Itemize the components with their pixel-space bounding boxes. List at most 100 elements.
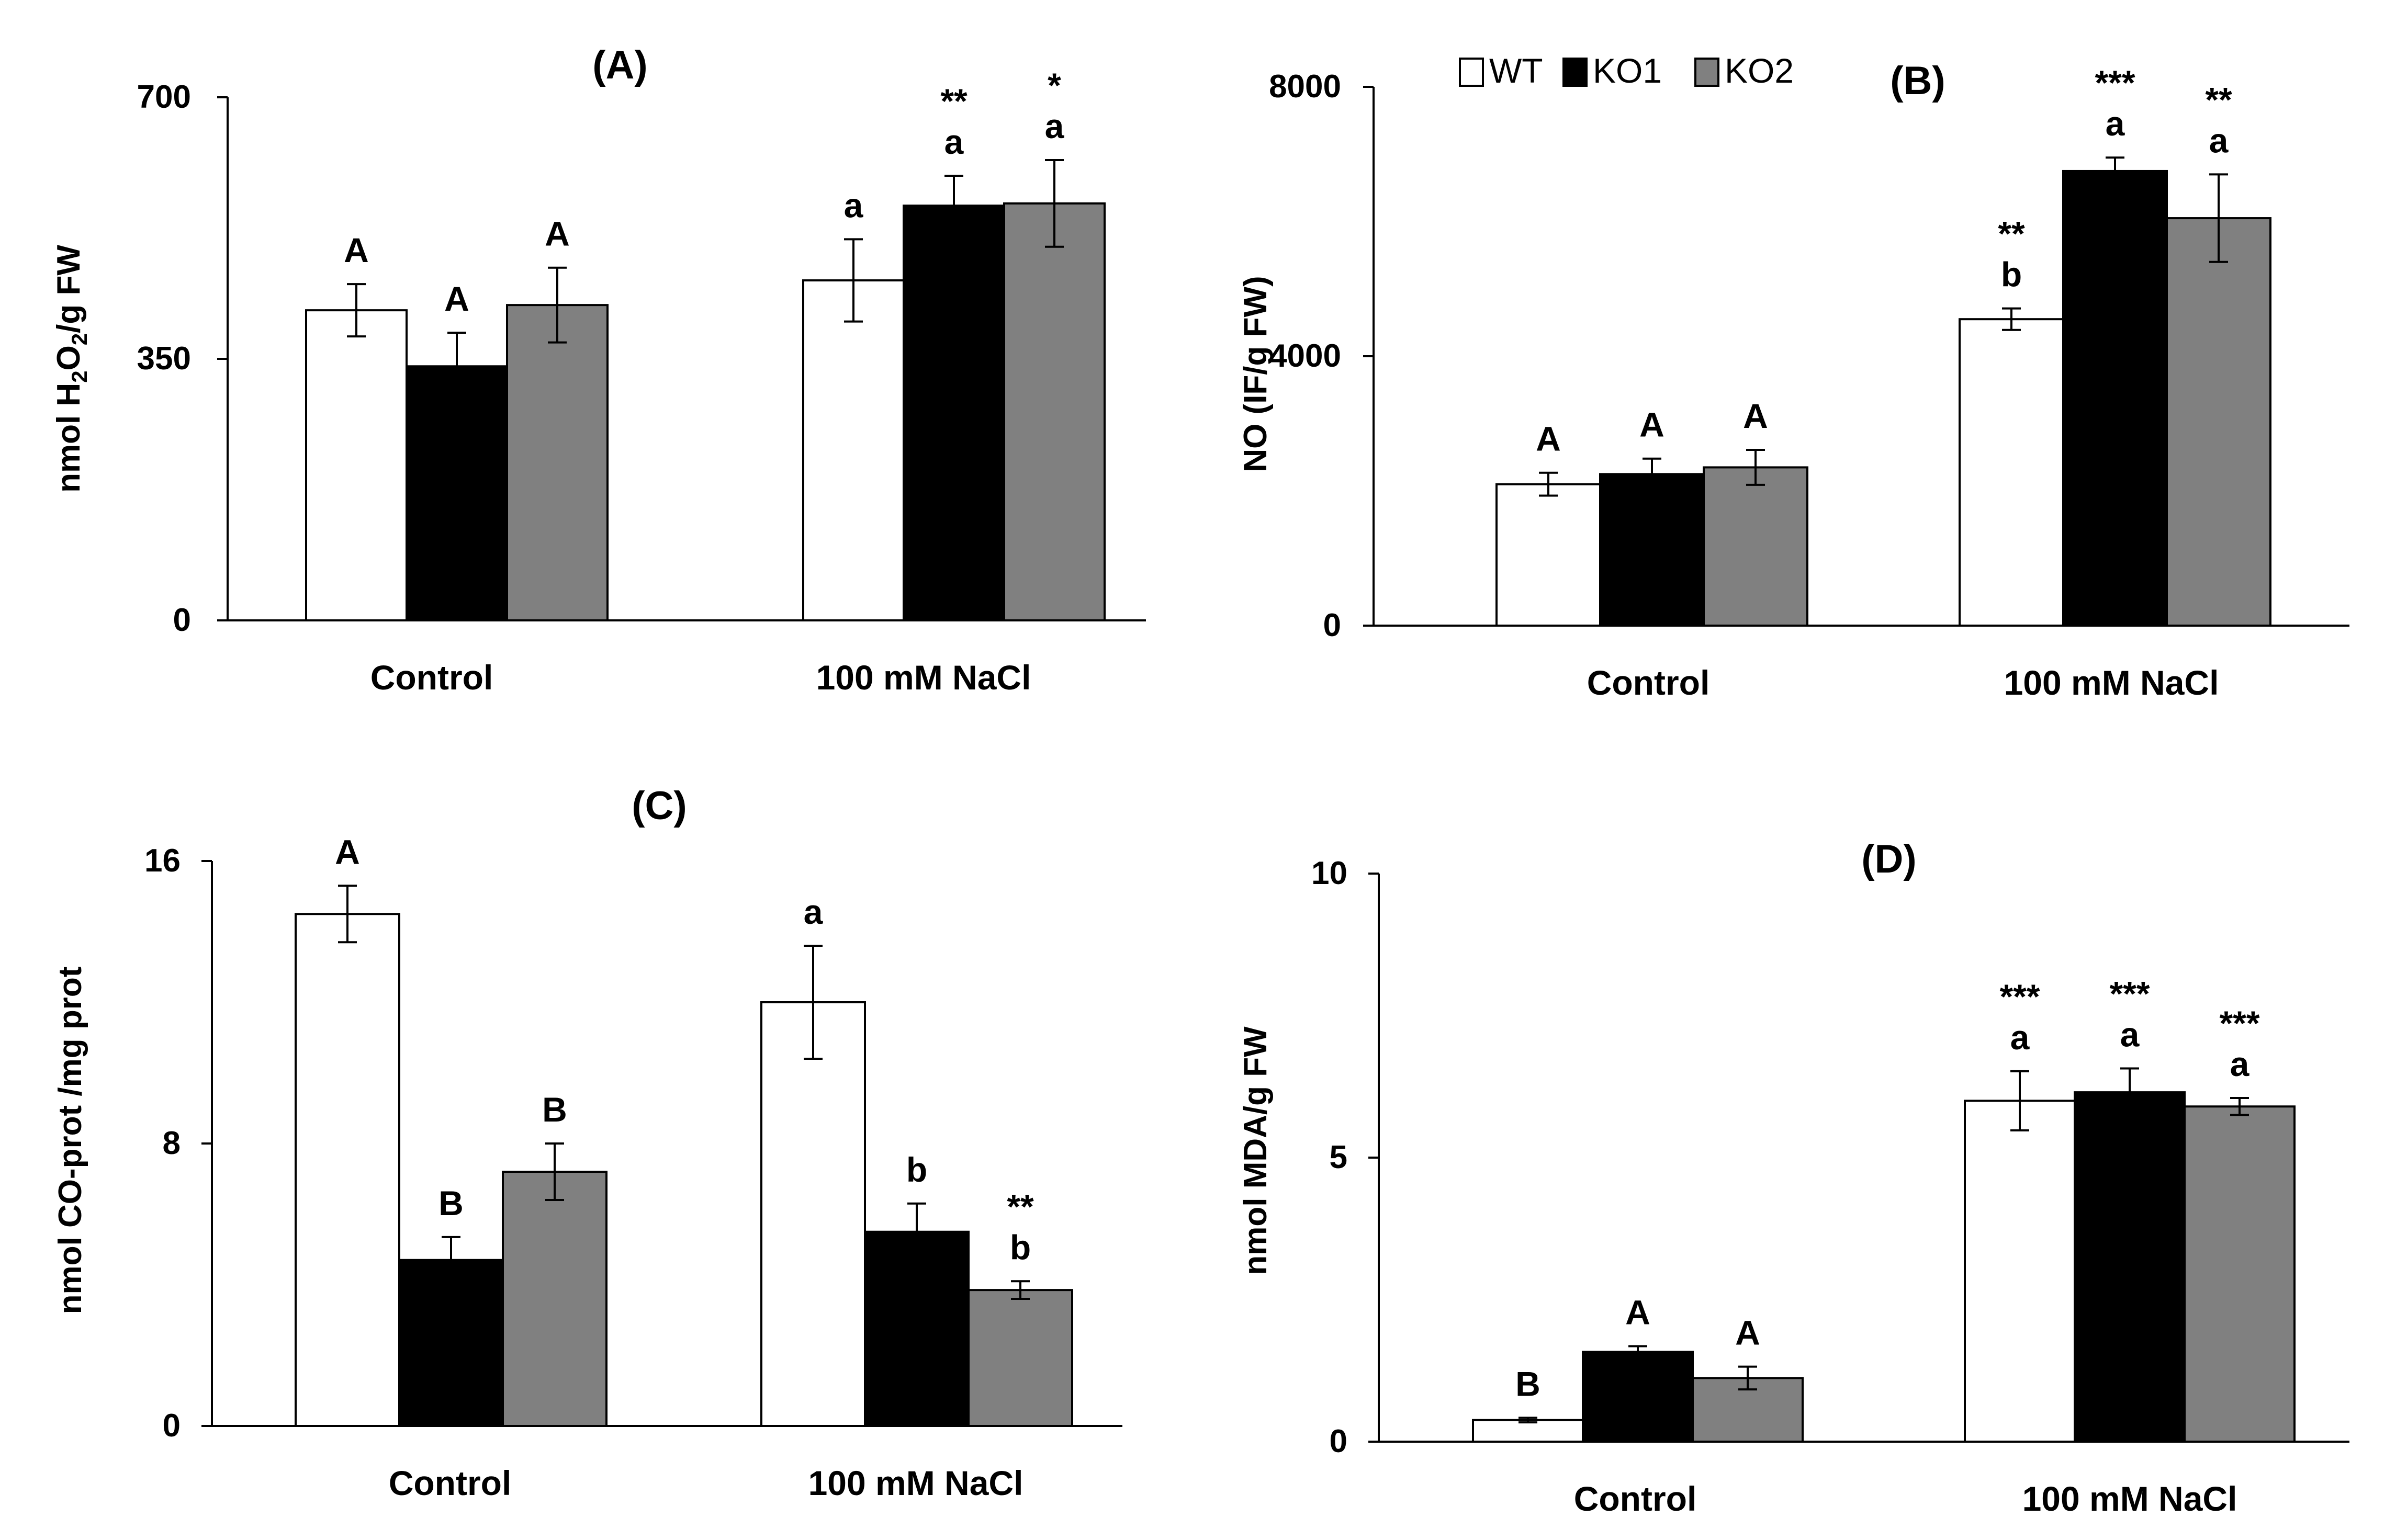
panel-d-y-axis-label: nmol MDA/g FW (1238, 1026, 1274, 1275)
panel-a-ylabel-part-2: 2 (67, 370, 92, 382)
panel-d: (D) nmol MDA/g FW 0 5 10 Control 100 mM … (1238, 837, 2349, 1518)
panel-c-control-wt-bar (295, 913, 400, 1427)
panel-d-nacl-ko2-significance-label: *** (2219, 1004, 2259, 1043)
panel-d-category-label-control: Control (1574, 1479, 1697, 1518)
panel-a-control-ko2-bar (506, 304, 609, 621)
panel-d-ytick-2: 10 (1311, 855, 1347, 891)
panel-a-nacl-ko1-significance-label: ** (940, 82, 968, 120)
legend-swatch-ko2 (1694, 58, 1719, 87)
panel-a-ylabel-part-5: /g FW (51, 245, 87, 333)
panel-a: (A) nmol H2O2/g FW 0 350 700 Control 100… (51, 43, 1146, 697)
panel-d-control-ko1-letter-label: A (1625, 1293, 1650, 1332)
panel-b-category-label-control: Control (1587, 663, 1710, 702)
panel-a-control-ko1-bar (406, 365, 508, 621)
panel-d-nacl-ko2-bar (2184, 1105, 2296, 1443)
panel-a-nacl-ko1-letter-label: a (944, 122, 964, 161)
panel-b-ytick-0: 0 (1323, 607, 1341, 643)
panel-a-nacl-ko2-bar (1003, 202, 1106, 622)
legend-item-ko1: KO1 (1562, 51, 1662, 90)
panel-d-nacl-wt-bar (1964, 1100, 2076, 1443)
panel-d-title: (D) (1861, 837, 1917, 881)
panel-a-ytick-1: 350 (137, 341, 191, 377)
panel-b-control-wt-bar (1495, 483, 1601, 627)
panel-b-control-wt-letter-label: A (1536, 420, 1561, 458)
legend-label-ko1: KO1 (1593, 51, 1662, 90)
legend-label-wt: WT (1489, 51, 1543, 90)
panel-b-y-axis-label: NO (IF/g FW) (1238, 276, 1274, 472)
panel-c-control-wt-letter-label: A (335, 832, 360, 871)
panel-c-nacl-ko2-significance-label: ** (1007, 1187, 1034, 1226)
panel-d-nacl-ko1-letter-label: a (2120, 1015, 2140, 1054)
panel-b-nacl-wt-significance-label: ** (1998, 214, 2025, 253)
panel-a-y-axis-label: nmol H2O2/g FW (51, 245, 92, 493)
panel-c-title: (C) (632, 784, 687, 828)
panel-a-nacl-ko2-significance-label: * (1048, 66, 1061, 105)
panel-b-nacl-ko2-significance-label: ** (2205, 80, 2232, 119)
panel-a-category-label-control: Control (370, 658, 493, 697)
panel-c-nacl-ko2-letter-label: b (1010, 1228, 1031, 1266)
panel-c-category-label-control: Control (389, 1464, 512, 1502)
panel-b-control-ko2-letter-label: A (1743, 397, 1768, 435)
panel-c-control-ko2-letter-label: B (542, 1090, 567, 1129)
panel-a-nacl-ko2-letter-label: a (1045, 107, 1065, 145)
panel-b-ytick-2: 8000 (1269, 69, 1341, 105)
panel-b-marks: A A Ab**a***a** (1363, 63, 2349, 627)
panel-a-control-ko2-letter-label: A (545, 214, 570, 253)
panel-c: (C) nmol CO-prot /mg prot 0 8 16 Control… (52, 784, 1122, 1502)
panel-a-nacl-ko1-bar (903, 205, 1005, 621)
panel-c-y-axis-label: nmol CO-prot /mg prot (52, 967, 88, 1315)
panel-b-category-label-nacl: 100 mM NaCl (2004, 663, 2219, 702)
panel-a-control-wt-bar (305, 309, 408, 621)
panel-b-control-ko1-bar (1599, 473, 1705, 627)
panel-a-control-wt-letter-label: A (344, 231, 369, 269)
panel-d-nacl-ko1-bar (2074, 1091, 2186, 1443)
panel-c-control-ko1-letter-label: B (438, 1184, 464, 1222)
panel-c-ytick-1: 8 (163, 1125, 181, 1161)
panel-b-nacl-ko2-letter-label: a (2209, 121, 2229, 160)
panel-b-ytick-1: 4000 (1269, 338, 1341, 374)
panel-b-title: (B) (1890, 59, 1945, 103)
panel-b-nacl-wt-letter-label: b (2001, 255, 2022, 294)
panel-d-ytick-0: 0 (1330, 1423, 1347, 1459)
panel-c-nacl-wt-bar (760, 1001, 866, 1427)
panel-a-nacl-wt-letter-label: a (844, 186, 864, 224)
panel-b-nacl-ko1-significance-label: *** (2095, 63, 2135, 102)
panel-c-control-ko2-bar (502, 1171, 608, 1427)
panel-b-nacl-wt-bar (1959, 318, 2064, 627)
panel-a-ytick-0: 0 (173, 602, 191, 638)
panel-a-nacl-wt-bar (802, 279, 905, 621)
panel-b-nacl-ko2-bar (2166, 217, 2271, 627)
panel-d-nacl-ko1-significance-label: *** (2109, 974, 2150, 1013)
panel-d-control-ko1-bar (1582, 1351, 1694, 1443)
panel-c-control-ko1-bar (398, 1259, 504, 1427)
panel-b-nacl-ko1-bar (2062, 169, 2168, 627)
panel-c-nacl-ko2-bar (968, 1289, 1073, 1427)
panel-a-ytick-2: 700 (137, 79, 191, 115)
panel-c-category-label-nacl: 100 mM NaCl (808, 1464, 1023, 1502)
panel-c-ytick-2: 16 (144, 843, 181, 879)
panel-b-nacl-ko1-letter-label: a (2106, 104, 2125, 143)
panel-a-control-ko1-letter-label: A (444, 279, 469, 318)
legend-swatch-wt (1459, 58, 1484, 87)
panel-a-category-label-nacl: 100 mM NaCl (816, 658, 1031, 697)
legend-swatch-ko1 (1562, 58, 1588, 87)
legend-item-wt: WT (1459, 51, 1543, 90)
panel-d-category-label-nacl: 100 mM NaCl (2022, 1479, 2237, 1518)
legend-label-ko2: KO2 (1725, 51, 1794, 90)
panel-d-control-wt-letter-label: B (1515, 1364, 1540, 1403)
panel-d-nacl-wt-letter-label: a (2010, 1018, 2030, 1057)
panel-c-nacl-ko1-letter-label: b (906, 1150, 927, 1189)
panel-a-title: (A) (592, 43, 648, 87)
panel-a-ylabel-part-4: 2 (67, 333, 92, 345)
panel-c-ytick-0: 0 (163, 1408, 181, 1444)
panel-c-nacl-ko1-bar (864, 1230, 970, 1427)
panel-d-nacl-wt-significance-label: *** (1999, 977, 2040, 1016)
legend: WT KO1 KO2 (1459, 51, 1794, 90)
panel-b-control-ko1-letter-label: A (1639, 405, 1664, 444)
panel-b: (B) NO (IF/g FW) 0 4000 8000 Control 100… (1238, 59, 2349, 702)
panel-d-control-ko2-letter-label: A (1735, 1313, 1760, 1352)
